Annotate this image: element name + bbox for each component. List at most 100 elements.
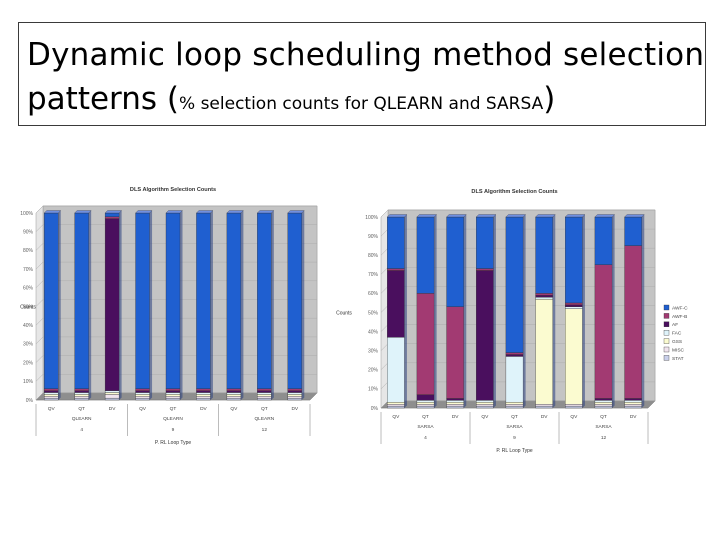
x-axis-label: P. RL Loop Type bbox=[155, 440, 192, 446]
x-tick-label: QV bbox=[392, 414, 400, 420]
group-method-label: QLEARN bbox=[254, 416, 274, 422]
group-n-label: 9 bbox=[513, 435, 516, 441]
y-tick-label: 30% bbox=[23, 342, 34, 348]
bar-segment bbox=[505, 405, 524, 409]
bar-segment bbox=[44, 212, 59, 389]
bar-segment bbox=[226, 390, 242, 393]
slide-title-subtitle: % selection counts for QLEARN and SARSA bbox=[179, 94, 544, 114]
chart-title: DLS Algorithm Selection Counts bbox=[471, 189, 557, 195]
x-tick-label: QT bbox=[600, 414, 607, 420]
gridline-diag bbox=[380, 209, 389, 218]
y-tick-label: 30% bbox=[368, 349, 379, 355]
legend-swatch bbox=[663, 338, 670, 344]
legend-label: AWF-B bbox=[672, 314, 687, 320]
bar-segment bbox=[257, 396, 272, 399]
bar-segment bbox=[196, 390, 211, 393]
y-tick-label: 50% bbox=[23, 304, 34, 310]
y-tick-label: 90% bbox=[368, 234, 379, 240]
bar-segment bbox=[535, 298, 553, 405]
gridline-diag bbox=[380, 248, 389, 256]
bar-segment bbox=[594, 402, 613, 405]
bar-top bbox=[287, 210, 305, 214]
bar-top bbox=[564, 214, 586, 218]
bar-top bbox=[446, 214, 467, 218]
bar-side bbox=[58, 210, 61, 400]
x-tick-label: DV bbox=[291, 406, 298, 412]
legend-swatch bbox=[663, 304, 670, 311]
bar-segment bbox=[104, 394, 120, 399]
bar-segment bbox=[446, 398, 464, 401]
bar-segment bbox=[446, 404, 464, 407]
bar-segment bbox=[505, 354, 524, 357]
bar-segment bbox=[505, 356, 524, 403]
bar-segment bbox=[565, 404, 583, 407]
bar-segment bbox=[387, 405, 405, 409]
y-tick-label: 60% bbox=[368, 291, 379, 297]
x-tick-label: DV bbox=[452, 414, 459, 420]
bar-segment bbox=[535, 295, 553, 298]
legend-label: STAT bbox=[672, 356, 684, 362]
bar-segment bbox=[135, 397, 150, 401]
bar-segment bbox=[104, 216, 120, 219]
bar-side bbox=[301, 210, 305, 400]
gridline-diag bbox=[380, 324, 389, 332]
bar-segment bbox=[257, 394, 272, 397]
bar-segment bbox=[565, 405, 583, 409]
y-tick-label: 20% bbox=[23, 360, 34, 366]
bar-segment bbox=[565, 308, 583, 405]
bar-segment bbox=[387, 268, 405, 271]
gridline-diag bbox=[35, 374, 44, 382]
bar-side bbox=[119, 210, 122, 400]
gridline-diag bbox=[380, 267, 389, 275]
group-n-label: 4 bbox=[80, 427, 83, 433]
bar-segment bbox=[287, 396, 302, 399]
bar-side bbox=[434, 214, 437, 408]
bar-segment bbox=[135, 388, 150, 391]
bar-segment bbox=[287, 212, 302, 389]
bar-segment bbox=[104, 212, 120, 217]
bar-segment bbox=[446, 402, 464, 405]
bar-side bbox=[88, 210, 92, 400]
bar-segment bbox=[387, 404, 405, 407]
group-n-label: 4 bbox=[424, 435, 427, 441]
gridline-diag bbox=[35, 336, 44, 345]
gridline-diag bbox=[35, 224, 44, 232]
bar-segment bbox=[287, 388, 302, 391]
bar-top bbox=[416, 214, 437, 218]
bar-segment bbox=[287, 392, 302, 395]
bar-segment bbox=[74, 390, 89, 393]
slide-title-line-2-start: patterns ( bbox=[27, 81, 180, 117]
gridline-diag bbox=[35, 280, 44, 288]
legend-swatch bbox=[663, 321, 670, 327]
bar-segment bbox=[287, 394, 302, 397]
y-tick-label: 70% bbox=[23, 267, 34, 273]
chart-legend: AWF-C AWF-B AF FAC GSS MISC STAT bbox=[663, 304, 688, 362]
group-method-label: SARSA bbox=[595, 424, 612, 430]
bar-segment bbox=[44, 390, 59, 393]
y-tick-label: 100% bbox=[20, 211, 33, 217]
bar-segment bbox=[257, 397, 272, 401]
bar-side bbox=[493, 214, 496, 408]
bar-side bbox=[523, 214, 526, 408]
bar-segment bbox=[165, 394, 181, 397]
gridline-diag bbox=[35, 318, 44, 326]
bar-segment bbox=[446, 405, 464, 409]
bar-segment bbox=[416, 402, 435, 405]
x-tick-label: QT bbox=[78, 406, 85, 412]
bar-segment bbox=[594, 216, 613, 265]
legend-label: MISC bbox=[672, 347, 685, 353]
bar-segment bbox=[74, 394, 89, 397]
y-tick-label: 0% bbox=[26, 398, 34, 404]
bar-side bbox=[180, 210, 183, 400]
y-tick-label: 100% bbox=[365, 215, 378, 221]
legend-label: FAC bbox=[672, 331, 682, 337]
bar-segment bbox=[476, 402, 494, 405]
bar-segment bbox=[226, 392, 242, 395]
bar-segment bbox=[104, 390, 120, 393]
x-tick-label: DV bbox=[200, 406, 207, 412]
bar-segment bbox=[135, 396, 150, 399]
bar-segment bbox=[165, 212, 181, 389]
bar-top bbox=[43, 210, 62, 214]
gridline-diag bbox=[35, 243, 44, 251]
bar-side bbox=[582, 214, 585, 408]
